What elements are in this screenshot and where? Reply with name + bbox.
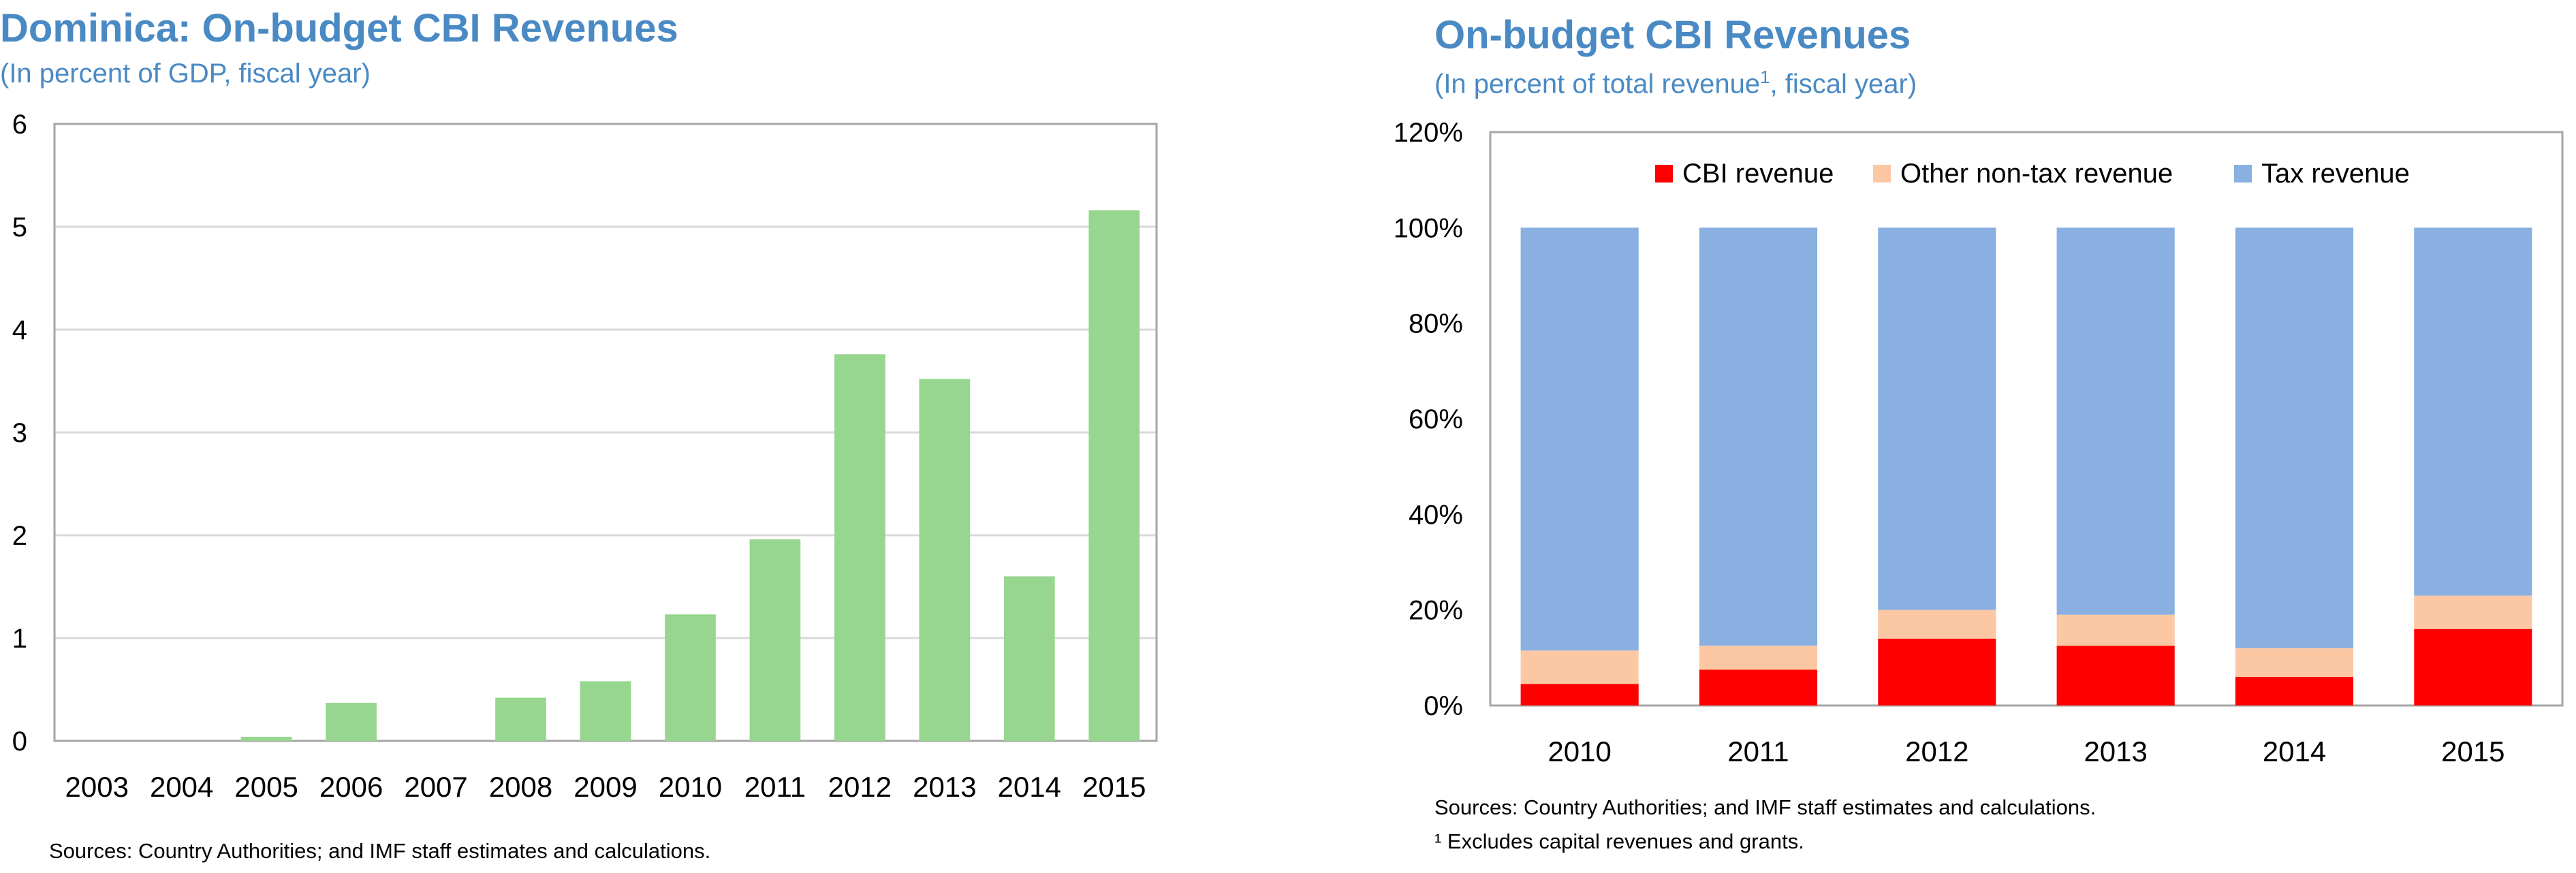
right-subtitle-text: (In percent of total revenue — [1434, 69, 1761, 99]
left-x-tick-label: 2006 — [319, 771, 383, 803]
right-legend-swatch — [2234, 165, 2252, 182]
right-bar-segment — [2235, 676, 2354, 705]
right-y-tick-label: 0% — [1424, 691, 1463, 721]
left-x-tick-label: 2003 — [65, 771, 129, 803]
left-y-tick-label: 0 — [12, 727, 27, 757]
right-bar-segment — [1699, 646, 1818, 670]
left-bar — [240, 736, 292, 741]
left-y-tick-label: 4 — [12, 315, 27, 345]
right-chart-panel: On-budget CBI Revenues (In percent of to… — [1394, 0, 2576, 873]
left-bar — [834, 354, 885, 741]
right-bar-segment — [2235, 648, 2354, 677]
right-y-tick-label: 100% — [1394, 213, 1463, 243]
left-x-tick-label: 2007 — [404, 771, 467, 803]
right-legend-label: Other non-tax revenue — [1900, 159, 2173, 189]
right-legend-item: CBI revenue — [1655, 159, 1834, 189]
left-bar — [749, 539, 801, 741]
right-bar-segment — [2414, 227, 2532, 596]
right-bar-segment — [1878, 638, 1996, 705]
left-chart-source: Sources: Country Authorities; and IMF st… — [49, 839, 711, 863]
right-bar-segment — [2056, 227, 2175, 615]
left-bar — [326, 703, 377, 741]
left-chart-panel: Dominica: On-budget CBI Revenues (In per… — [0, 0, 1158, 873]
right-y-tick-label: 20% — [1409, 596, 1463, 626]
left-bar — [1088, 210, 1140, 742]
left-x-tick-label: 2009 — [574, 771, 637, 803]
right-bar-segment — [2056, 614, 2175, 646]
left-y-tick-label: 3 — [12, 418, 27, 448]
left-y-tick-label: 6 — [12, 110, 27, 140]
right-plot-border — [1489, 131, 2564, 707]
left-bar — [580, 681, 631, 741]
right-x-tick-label: 2015 — [2441, 735, 2504, 767]
left-bar — [495, 697, 546, 741]
right-bar-segment — [1520, 650, 1639, 684]
right-bar-segment — [1699, 669, 1818, 705]
right-bar-segment — [1878, 609, 1996, 639]
right-legend-label: CBI revenue — [1682, 159, 1834, 189]
right-x-tick-label: 2013 — [2084, 735, 2147, 767]
left-chart-title: Dominica: On-budget CBI Revenues — [0, 6, 678, 50]
right-y-tick-label: 40% — [1409, 500, 1463, 530]
left-y-tick-label: 2 — [12, 521, 27, 551]
right-chart-subtitle: (In percent of total revenue1, fiscal ye… — [1434, 67, 1917, 99]
right-y-tick-label: 120% — [1394, 118, 1463, 148]
right-chart-plot: 0% 20% 40% 60% 80% 100% 120% 2010 2011 2012 2013 20… — [1394, 118, 2564, 767]
right-chart-footnote: ¹ Excludes capital revenues and grants. — [1434, 829, 1804, 853]
right-bar-segment — [2056, 646, 2175, 705]
right-bar-segment — [2414, 629, 2532, 705]
left-y-tick-label: 5 — [12, 212, 27, 242]
right-bar-segment — [2235, 227, 2354, 648]
left-x-tick-label: 2015 — [1082, 771, 1146, 803]
right-x-tick-label: 2012 — [1905, 735, 1968, 767]
right-bar-segment — [1878, 227, 1996, 610]
right-subtitle-text-end: , fiscal year) — [1770, 69, 1917, 99]
right-x-tick-label: 2010 — [1548, 735, 1611, 767]
left-x-tick-label: 2012 — [828, 771, 892, 803]
left-bar — [665, 614, 716, 741]
right-bar-segment — [1699, 227, 1818, 646]
right-legend-item: Other non-tax revenue — [1873, 159, 2173, 189]
left-x-tick-label: 2008 — [489, 771, 552, 803]
right-chart-title: On-budget CBI Revenues — [1434, 13, 1911, 57]
right-y-tick-label: 60% — [1409, 404, 1463, 434]
left-x-tick-label: 2011 — [744, 771, 806, 803]
right-legend: CBI revenue Other non-tax revenue Tax reve… — [1655, 159, 2410, 189]
left-chart-plot: 0 1 2 3 4 5 6 2003 2004 2005 2006 2007 2008 2009 2010 2… — [12, 110, 1158, 803]
left-x-tick-label: 2004 — [150, 771, 213, 803]
right-x-tick-label: 2014 — [2263, 735, 2326, 767]
left-x-tick-label: 2013 — [913, 771, 976, 803]
right-legend-label: Tax revenue — [2261, 159, 2410, 189]
left-x-tick-label: 2005 — [234, 771, 298, 803]
right-x-tick-label: 2011 — [1727, 735, 1789, 767]
right-bar-segment — [2414, 595, 2532, 629]
right-bar-segment — [1520, 227, 1639, 651]
right-subtitle-footnote-mark: 1 — [1760, 67, 1770, 87]
right-y-tick-label: 80% — [1409, 309, 1463, 339]
left-y-tick-label: 1 — [12, 624, 27, 654]
left-chart-subtitle: (In percent of GDP, fiscal year) — [0, 59, 371, 89]
right-legend-swatch — [1873, 165, 1891, 182]
right-chart-source: Sources: Country Authorities; and IMF st… — [1434, 795, 2096, 819]
right-legend-swatch — [1655, 165, 1673, 182]
left-bar — [919, 379, 971, 741]
left-bar — [1003, 576, 1055, 741]
right-bar-segment — [1520, 684, 1639, 705]
left-x-tick-label: 2010 — [659, 771, 722, 803]
right-legend-item: Tax revenue — [2234, 159, 2410, 189]
left-x-tick-label: 2014 — [998, 771, 1061, 803]
